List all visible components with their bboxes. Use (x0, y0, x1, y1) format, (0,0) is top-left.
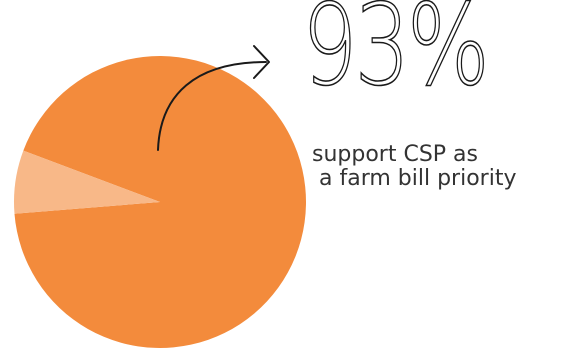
stat-caption: support CSP as a farm bill priority (312, 143, 516, 191)
pie-slice-1 (14, 55, 307, 348)
pie-slice-2 (14, 150, 160, 214)
stat-value: 93% (301, 0, 490, 111)
callout-arrow-line (157, 61, 267, 151)
callout-arrow-head (253, 45, 270, 79)
stat-caption-line-1: support CSP as (312, 142, 478, 167)
pie-slices (14, 55, 307, 348)
stat-caption-line-2: a farm bill priority (319, 166, 517, 191)
